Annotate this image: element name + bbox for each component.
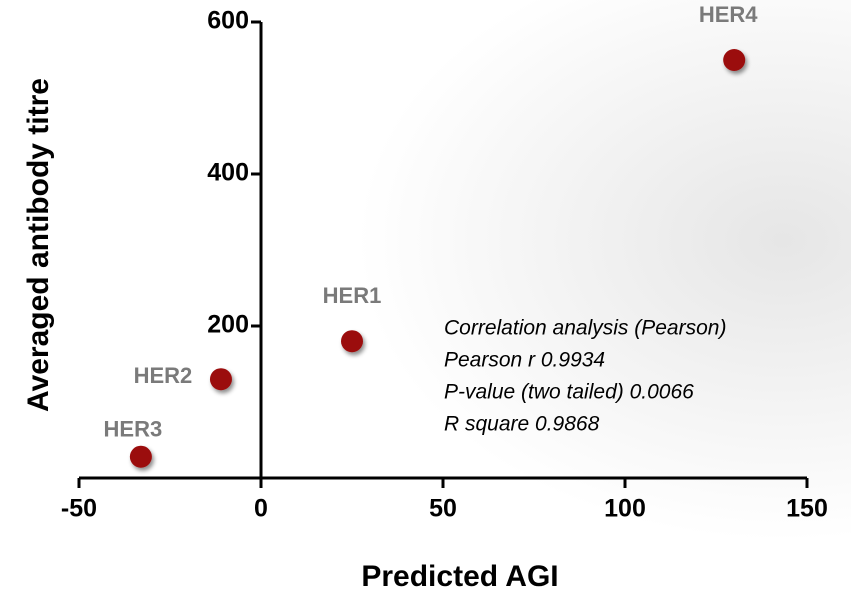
annotation: R square 0.9868 [444,413,600,436]
x-tick-label: 100 [604,495,646,523]
point [341,330,363,352]
point [130,446,152,468]
annotation: P-value (two tailed) 0.0066 [444,381,694,404]
point-label: HER2 [134,363,193,388]
y-tick-label: 400 [207,159,249,187]
x-tick-label: 0 [254,495,268,523]
background [0,0,851,601]
annotation: Correlation analysis (Pearson) [444,317,726,340]
x-tick-label: -50 [61,495,97,523]
y-tick-label: 600 [207,7,249,35]
x-axis-title: Predicted AGI [361,560,558,593]
y-tick-label: 200 [207,311,249,339]
point [723,49,745,71]
point-label: HER1 [323,283,382,308]
point [210,368,232,390]
x-tick-label: 50 [429,495,457,523]
x-tick-label: 150 [786,495,828,523]
annotation: Pearson r 0.9934 [444,349,605,372]
point-label: HER3 [104,417,163,442]
point-label: HER4 [699,2,758,27]
chart: Predicted AGI Averaged antibody titre -5… [0,0,851,601]
y-axis-title: Averaged antibody titre [22,78,55,412]
